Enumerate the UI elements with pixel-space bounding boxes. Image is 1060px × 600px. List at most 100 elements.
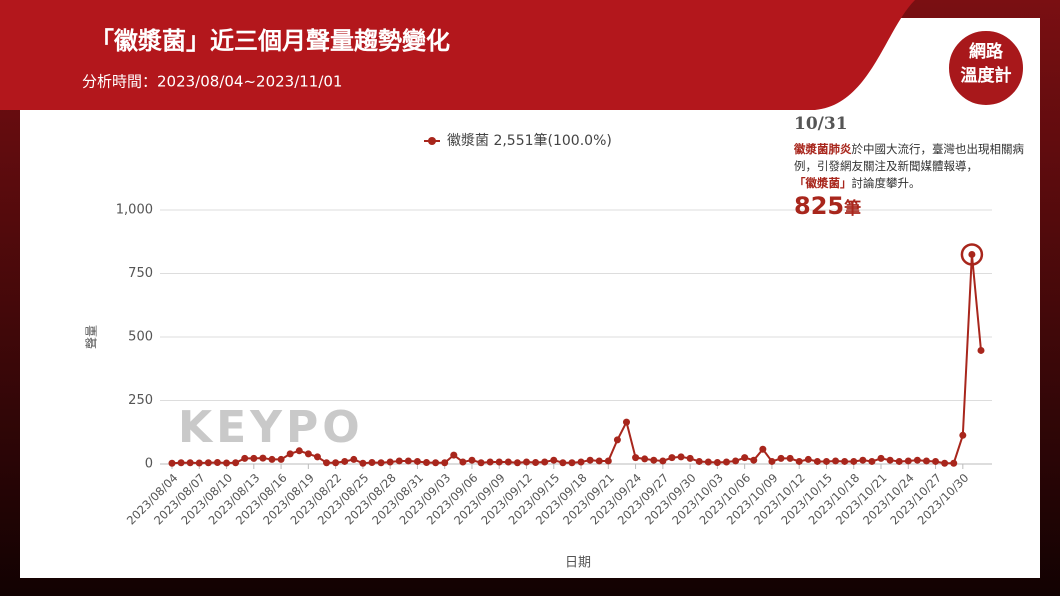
point (813, 457, 821, 465)
title: 「徽漿菌」近三個月聲量趨勢變化 (90, 27, 450, 55)
subtitle: 分析時間：2023/08/04~2023/11/01 (82, 73, 342, 91)
point (932, 457, 940, 465)
point (768, 457, 776, 465)
point (568, 459, 576, 467)
point (377, 459, 385, 467)
point (922, 457, 930, 465)
point (904, 457, 912, 465)
point (523, 458, 531, 466)
point (795, 457, 803, 465)
point (704, 458, 712, 466)
point (686, 454, 694, 462)
point (432, 459, 440, 467)
card (20, 18, 1040, 578)
point (195, 459, 203, 467)
point (659, 457, 667, 465)
point (213, 458, 221, 466)
point (386, 458, 394, 466)
point (204, 459, 212, 467)
annotation-body: 於中國大流行，臺灣也出現相關病例，引發網友關注及新聞媒體報導， (794, 142, 1024, 173)
point (559, 459, 567, 467)
point (786, 454, 794, 462)
annotation-value-row: 825筆 (794, 194, 1026, 219)
point (468, 456, 476, 464)
point (232, 459, 240, 467)
annotation-body: 討論度攀升。 (851, 176, 921, 190)
x-axis-title: 日期 (565, 556, 591, 571)
point (486, 458, 494, 466)
point (804, 455, 812, 463)
point (641, 455, 649, 463)
point (277, 455, 285, 463)
point (241, 454, 249, 462)
y-tick-label: 0 (145, 457, 153, 472)
annotation-date: 10/31 (794, 114, 848, 134)
point (941, 459, 949, 467)
point (950, 459, 958, 467)
point (332, 459, 340, 467)
point (541, 458, 549, 466)
point (586, 456, 594, 464)
point (268, 455, 276, 463)
y-tick-label: 500 (128, 330, 153, 345)
point (459, 458, 467, 466)
point (713, 458, 721, 466)
point (441, 459, 449, 467)
point (395, 457, 403, 465)
point (359, 459, 367, 467)
point (423, 458, 431, 466)
point (450, 451, 458, 459)
point (504, 458, 512, 466)
point (850, 457, 858, 465)
point (304, 450, 312, 458)
point (868, 457, 876, 465)
annotation: 10/31 徽漿菌肺炎於中國大流行，臺灣也出現相關病例，引發網友關注及新聞媒體報… (794, 116, 1026, 219)
logo-text: 網路 (969, 41, 1004, 62)
point (223, 459, 231, 467)
peak-highlight (960, 243, 984, 266)
point (177, 459, 185, 467)
point (886, 456, 894, 464)
point (895, 457, 903, 465)
point (722, 458, 730, 466)
logo-text: 溫度計 (961, 65, 1012, 86)
point (413, 457, 421, 465)
point (250, 454, 258, 462)
point (959, 431, 967, 439)
point (822, 457, 830, 465)
point (968, 250, 976, 258)
watermark: KEYPO (178, 402, 364, 453)
point (877, 454, 885, 462)
point (732, 457, 740, 465)
annotation-value: 825 (794, 192, 845, 220)
point (313, 453, 321, 461)
annotation-unit: 筆 (844, 199, 862, 219)
point (341, 457, 349, 465)
point (750, 456, 758, 464)
point (977, 346, 985, 354)
annotation-highlight: 徽漿菌肺炎 (794, 142, 852, 156)
y-axis-title: 聲量 (84, 325, 99, 349)
logo (947, 29, 1025, 107)
point (477, 459, 485, 467)
legend: 徽漿菌 2,551筆(100.0%) (424, 133, 612, 149)
point (832, 457, 840, 465)
point (695, 457, 703, 465)
point (859, 456, 867, 464)
point (295, 447, 303, 455)
point (841, 457, 849, 465)
point (368, 458, 376, 466)
legend-label: 徽漿菌 2,551筆(100.0%) (447, 133, 612, 149)
point (532, 458, 540, 466)
annotation-highlight: 「徽漿菌」 (794, 176, 852, 190)
point (604, 457, 612, 465)
point (404, 457, 412, 465)
legend-marker (428, 137, 436, 145)
point (577, 458, 585, 466)
point (677, 453, 685, 461)
point (759, 445, 767, 453)
point (550, 456, 558, 464)
point (622, 418, 630, 426)
